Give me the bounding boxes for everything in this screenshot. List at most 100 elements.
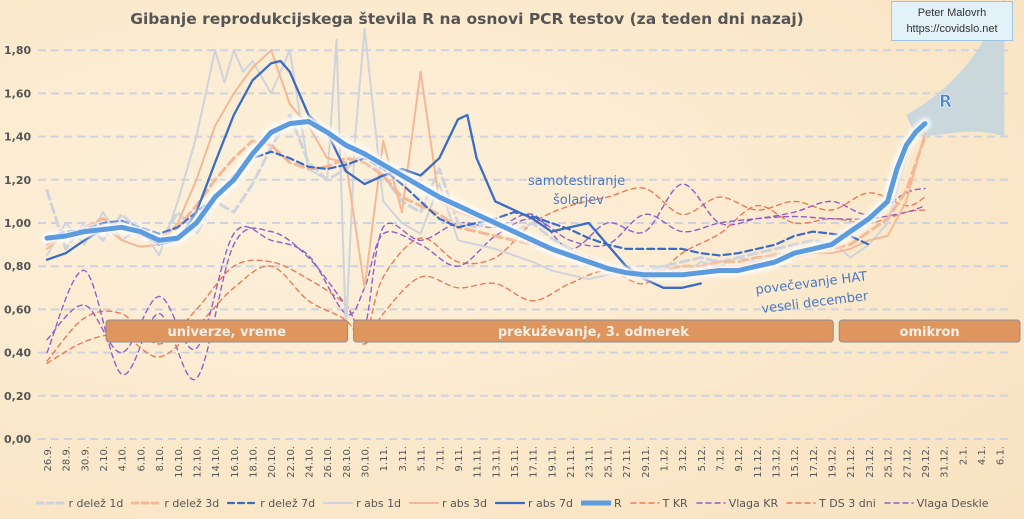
y-tick-label: 0,80 xyxy=(4,260,31,273)
x-tick-label: 12.10. xyxy=(192,446,203,478)
legend-label: r delež 3d xyxy=(164,496,220,510)
legend-label: r abs 7d xyxy=(528,496,573,510)
y-tick-label: 0,60 xyxy=(4,303,31,316)
legend-label: r delež 1d xyxy=(68,496,124,510)
credit-author: Peter Malovrh xyxy=(917,7,987,19)
x-tick-label: 2.1. xyxy=(958,446,969,465)
series-line-vlaga-deskle xyxy=(46,205,926,354)
x-tick-label: 6.1. xyxy=(996,446,1007,465)
x-tick-label: 1.12. xyxy=(659,446,670,471)
legend-item[interactable]: R xyxy=(580,496,622,510)
x-tick-label: 16.10. xyxy=(230,446,241,478)
x-tick-label: 30.10. xyxy=(361,446,372,478)
x-tick-label: 9.11. xyxy=(454,446,465,471)
legend-swatch xyxy=(629,502,660,504)
legend-swatch xyxy=(131,501,162,505)
x-tick-label: 10.10. xyxy=(174,446,185,478)
series-line-r-delez-3d xyxy=(45,135,927,275)
legend-label: r abs 3d xyxy=(442,496,487,510)
x-tick-label: 11.11. xyxy=(473,446,484,478)
y-tick-label: 0,40 xyxy=(4,347,31,360)
x-tick-label: 3.11. xyxy=(398,446,409,471)
legend-swatch xyxy=(884,502,914,504)
x-tick-label: 28.10. xyxy=(342,446,353,478)
y-tick-label: 1,00 xyxy=(4,217,31,230)
legend-item[interactable]: T DS 3 dni xyxy=(786,497,876,510)
credit-url[interactable]: https://covidslo.net xyxy=(906,23,998,35)
legend-item[interactable]: r abs 3d xyxy=(409,497,487,510)
y-tick-label: 1,80 xyxy=(4,44,31,57)
legend-item[interactable]: r delež 3d xyxy=(131,497,219,510)
x-tick-label: 27.12. xyxy=(902,446,913,478)
legend-item[interactable]: r abs 7d xyxy=(495,497,573,510)
legend-swatch xyxy=(35,501,66,505)
x-tick-label: 14.10. xyxy=(211,446,222,478)
legend-item[interactable]: r abs 1d xyxy=(323,497,401,510)
period-band-label: omikron xyxy=(900,325,960,340)
annotation-solarjev: šolarjev xyxy=(553,193,604,208)
x-tick-label: 7.12. xyxy=(715,446,726,471)
x-tick-label: 25.12. xyxy=(884,446,895,478)
x-tick-label: 13.12. xyxy=(772,446,783,478)
x-tick-label: 4.10. xyxy=(118,446,129,471)
x-tick-label: 1.11. xyxy=(379,446,390,471)
x-tick-label: 27.11. xyxy=(622,446,633,478)
x-tick-label: 19.12. xyxy=(828,446,839,478)
series-line-t-ds-3-dni xyxy=(46,204,926,365)
x-tick-label: 31.12. xyxy=(940,446,951,478)
x-tick-label: 8.10. xyxy=(155,446,166,471)
x-tick-label: 15.12. xyxy=(790,446,801,478)
x-tick-label: 6.10. xyxy=(136,446,147,471)
y-tick-label: 0,00 xyxy=(4,433,31,446)
legend-swatch xyxy=(695,502,726,504)
x-tick-label: 4.1. xyxy=(977,446,988,465)
x-tick-label: 3.12. xyxy=(678,446,689,471)
x-tick-label: 29.12. xyxy=(921,446,932,478)
legend-label: r delež 7d xyxy=(260,496,316,510)
legend-swatch xyxy=(409,502,440,504)
legend: r delež 1d r delež 3d r delež 7d r abs 1d r … xyxy=(0,494,1024,512)
x-tick-label: 23.12. xyxy=(865,446,876,478)
legend-item[interactable]: r delež 7d xyxy=(227,497,315,510)
period-band-label: univerze, vreme xyxy=(167,325,286,340)
legend-label: R xyxy=(613,496,622,510)
legend-item[interactable]: Vlaga Deskle xyxy=(884,497,988,510)
legend-swatch xyxy=(323,502,354,504)
legend-swatch xyxy=(580,500,611,506)
x-tick-label: 5.11. xyxy=(417,446,428,471)
y-tick-label: 1,20 xyxy=(4,174,31,187)
series-line-r xyxy=(44,119,928,278)
x-tick-label: 20.10. xyxy=(267,446,278,478)
period-band xyxy=(838,319,1021,343)
legend-item[interactable]: Vlaga KR xyxy=(695,497,778,510)
annotation-r-label: R xyxy=(939,92,952,112)
period-bands: univerze, vreme prekuževanje, 3. odmerek o… xyxy=(105,319,1021,343)
y-tick-label: 1,40 xyxy=(4,131,31,144)
x-axis-ticks: 26.9. 28.9. 30.9. 2.10. 4.10. 6.10. 8.10. 10.10… xyxy=(43,446,1007,478)
x-tick-label: 19.11. xyxy=(547,446,558,478)
x-tick-label: 2.10. xyxy=(99,446,110,471)
x-tick-label: 26.9. xyxy=(43,446,54,471)
forecast-cone-shape xyxy=(906,0,1005,137)
y-tick-label: 1,60 xyxy=(4,87,31,100)
x-tick-label: 23.11. xyxy=(585,446,596,478)
x-tick-label: 30.9. xyxy=(80,446,91,471)
x-tick-label: 9.12. xyxy=(734,446,745,471)
x-tick-label: 11.12. xyxy=(753,446,764,478)
x-tick-label: 7.11. xyxy=(435,446,446,471)
gridlines xyxy=(38,49,1012,440)
legend-item[interactable]: T KR xyxy=(629,496,688,510)
legend-label: T DS 3 dni xyxy=(819,496,876,510)
period-band xyxy=(105,319,349,343)
x-tick-label: 24.10. xyxy=(305,446,316,478)
x-tick-label: 13.11. xyxy=(491,446,502,478)
y-axis-ticks: 0,00 0,20 0,40 0,60 0,80 1,00 1,20 1,40 1,60 1,80 xyxy=(4,44,31,446)
series-line-r-delez-7d xyxy=(45,150,870,257)
x-tick-label: 5.12. xyxy=(697,446,708,471)
y-tick-label: 0,20 xyxy=(4,390,31,403)
x-tick-label: 15.11. xyxy=(510,446,521,478)
legend-label: T KR xyxy=(662,496,688,510)
legend-item[interactable]: r delež 1d xyxy=(35,496,124,510)
x-tick-label: 21.11. xyxy=(566,446,577,478)
